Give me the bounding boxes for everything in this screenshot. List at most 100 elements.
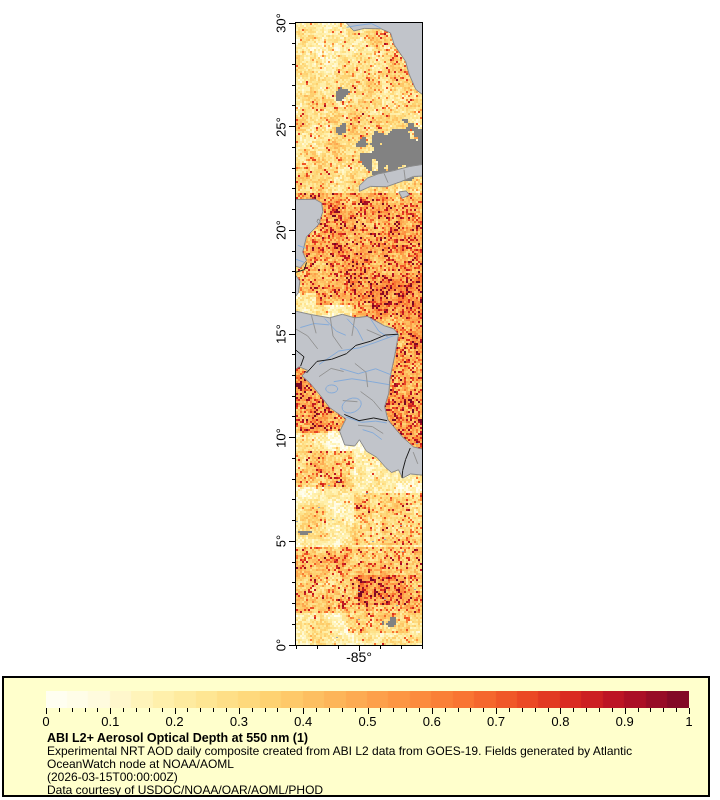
colorbar-tick: [676, 708, 678, 712]
tick-mark: [295, 645, 297, 649]
tick-mark: [337, 645, 339, 649]
x-axis-label: -85°: [346, 649, 372, 665]
colorbar-tick: [367, 708, 369, 714]
tick-mark: [291, 43, 295, 45]
colorbar-tick-label: 0.7: [487, 714, 506, 729]
colorbar-tick-label: 1: [685, 714, 693, 729]
legend-line-2: OceanWatch node at NOAA/AOML: [47, 757, 234, 771]
colorbar-tick: [84, 708, 86, 712]
tick-mark: [289, 644, 295, 646]
colorbar-tick: [238, 708, 240, 714]
tick-mark: [291, 188, 295, 190]
y-axis-label: 25°: [273, 116, 289, 137]
tick-mark: [291, 478, 295, 480]
colorbar-tick: [328, 708, 330, 712]
colorbar-tick: [637, 708, 639, 712]
tick-mark: [291, 146, 295, 148]
colorbar-tick: [406, 708, 408, 712]
colorbar-tick-label: 0.6: [422, 714, 441, 729]
colorbar-tick: [226, 708, 228, 712]
colorbar-tick: [71, 708, 73, 712]
tick-mark: [291, 603, 295, 605]
y-axis-label: 0°: [273, 638, 289, 652]
tick-mark: [289, 126, 295, 128]
colorbar-tick: [573, 708, 575, 712]
colorbar-tick: [598, 708, 600, 712]
legend-text: ABI L2+ Aerosol Optical Depth at 550 nm …: [47, 732, 707, 797]
tick-mark: [291, 582, 295, 584]
colorbar-tick-label: 0.2: [165, 714, 184, 729]
tick-mark: [291, 167, 295, 169]
colorbar-tick: [689, 708, 690, 714]
colorbar-tick: [457, 708, 459, 712]
tick-mark: [291, 250, 295, 252]
colorbar-tick: [303, 708, 305, 714]
map-frame: [295, 22, 423, 646]
colorbar-tick: [586, 708, 588, 712]
tick-mark: [291, 105, 295, 107]
colorbar-tick-label: 0: [42, 714, 50, 729]
colorbar-tick: [187, 708, 189, 712]
colorbar-tick: [97, 708, 99, 712]
tick-mark: [358, 645, 360, 651]
colorbar-tick: [521, 708, 523, 712]
legend-line-4: Data courtesy of USDOC/NOAA/OAR/AOML/PHO…: [47, 783, 324, 797]
tick-mark: [291, 209, 295, 211]
tick-mark: [289, 22, 295, 24]
tick-mark: [289, 437, 295, 439]
tick-mark: [291, 561, 295, 563]
colorbar-tick: [200, 708, 202, 712]
colorbar-tick-label: 0.8: [551, 714, 570, 729]
map-canvas: [296, 23, 422, 645]
tick-mark: [291, 84, 295, 86]
colorbar-tick: [663, 708, 665, 712]
tick-mark: [291, 271, 295, 273]
tick-mark: [291, 63, 295, 65]
colorbar-tick: [277, 708, 279, 712]
colorbar-tick-label: 0.5: [358, 714, 377, 729]
tick-mark: [291, 416, 295, 418]
y-axis-label: 30°: [273, 13, 289, 33]
colorbar-tick: [264, 708, 266, 712]
colorbar-tick: [136, 708, 138, 712]
colorbar-tick: [110, 708, 112, 714]
colorbar-tick: [46, 708, 47, 714]
colorbar-tick-label: 0.4: [294, 714, 313, 729]
tick-mark: [289, 540, 295, 542]
colorbar-tick: [290, 708, 292, 712]
tick-mark: [291, 374, 295, 376]
tick-mark: [421, 645, 423, 649]
tick-mark: [316, 645, 318, 649]
legend-line-1: Experimental NRT AOD daily composite cre…: [47, 744, 633, 758]
colorbar-tick: [418, 708, 420, 712]
colorbar-tick: [508, 708, 510, 712]
tick-mark: [289, 333, 295, 335]
tick-mark: [291, 499, 295, 501]
colorbar-tick-label: 0.3: [229, 714, 248, 729]
colorbar-tick: [354, 708, 356, 712]
tick-mark: [291, 354, 295, 356]
colorbar-tick: [393, 708, 395, 712]
colorbar-tick: [148, 708, 150, 712]
tick-mark: [289, 229, 295, 231]
colorbar-tick: [534, 708, 536, 712]
colorbar-tick: [174, 708, 176, 714]
tick-mark: [291, 312, 295, 314]
colorbar-tick: [444, 708, 446, 712]
colorbar-tick: [611, 708, 613, 712]
colorbar-tick: [251, 708, 253, 712]
colorbar-tick-label: 0.1: [101, 714, 120, 729]
tick-mark: [379, 645, 381, 649]
tick-mark: [291, 292, 295, 294]
legend-title: ABI L2+ Aerosol Optical Depth at 550 nm …: [47, 731, 309, 745]
y-axis-label: 15°: [273, 324, 289, 344]
colorbar-tick: [431, 708, 433, 714]
colorbar-tick: [483, 708, 485, 712]
colorbar-tick: [380, 708, 382, 712]
colorbar-tick: [58, 708, 60, 712]
tick-mark: [400, 645, 402, 649]
colorbar-tick: [547, 708, 549, 712]
tick-mark: [291, 457, 295, 459]
colorbar-tick-label: 0.9: [615, 714, 634, 729]
